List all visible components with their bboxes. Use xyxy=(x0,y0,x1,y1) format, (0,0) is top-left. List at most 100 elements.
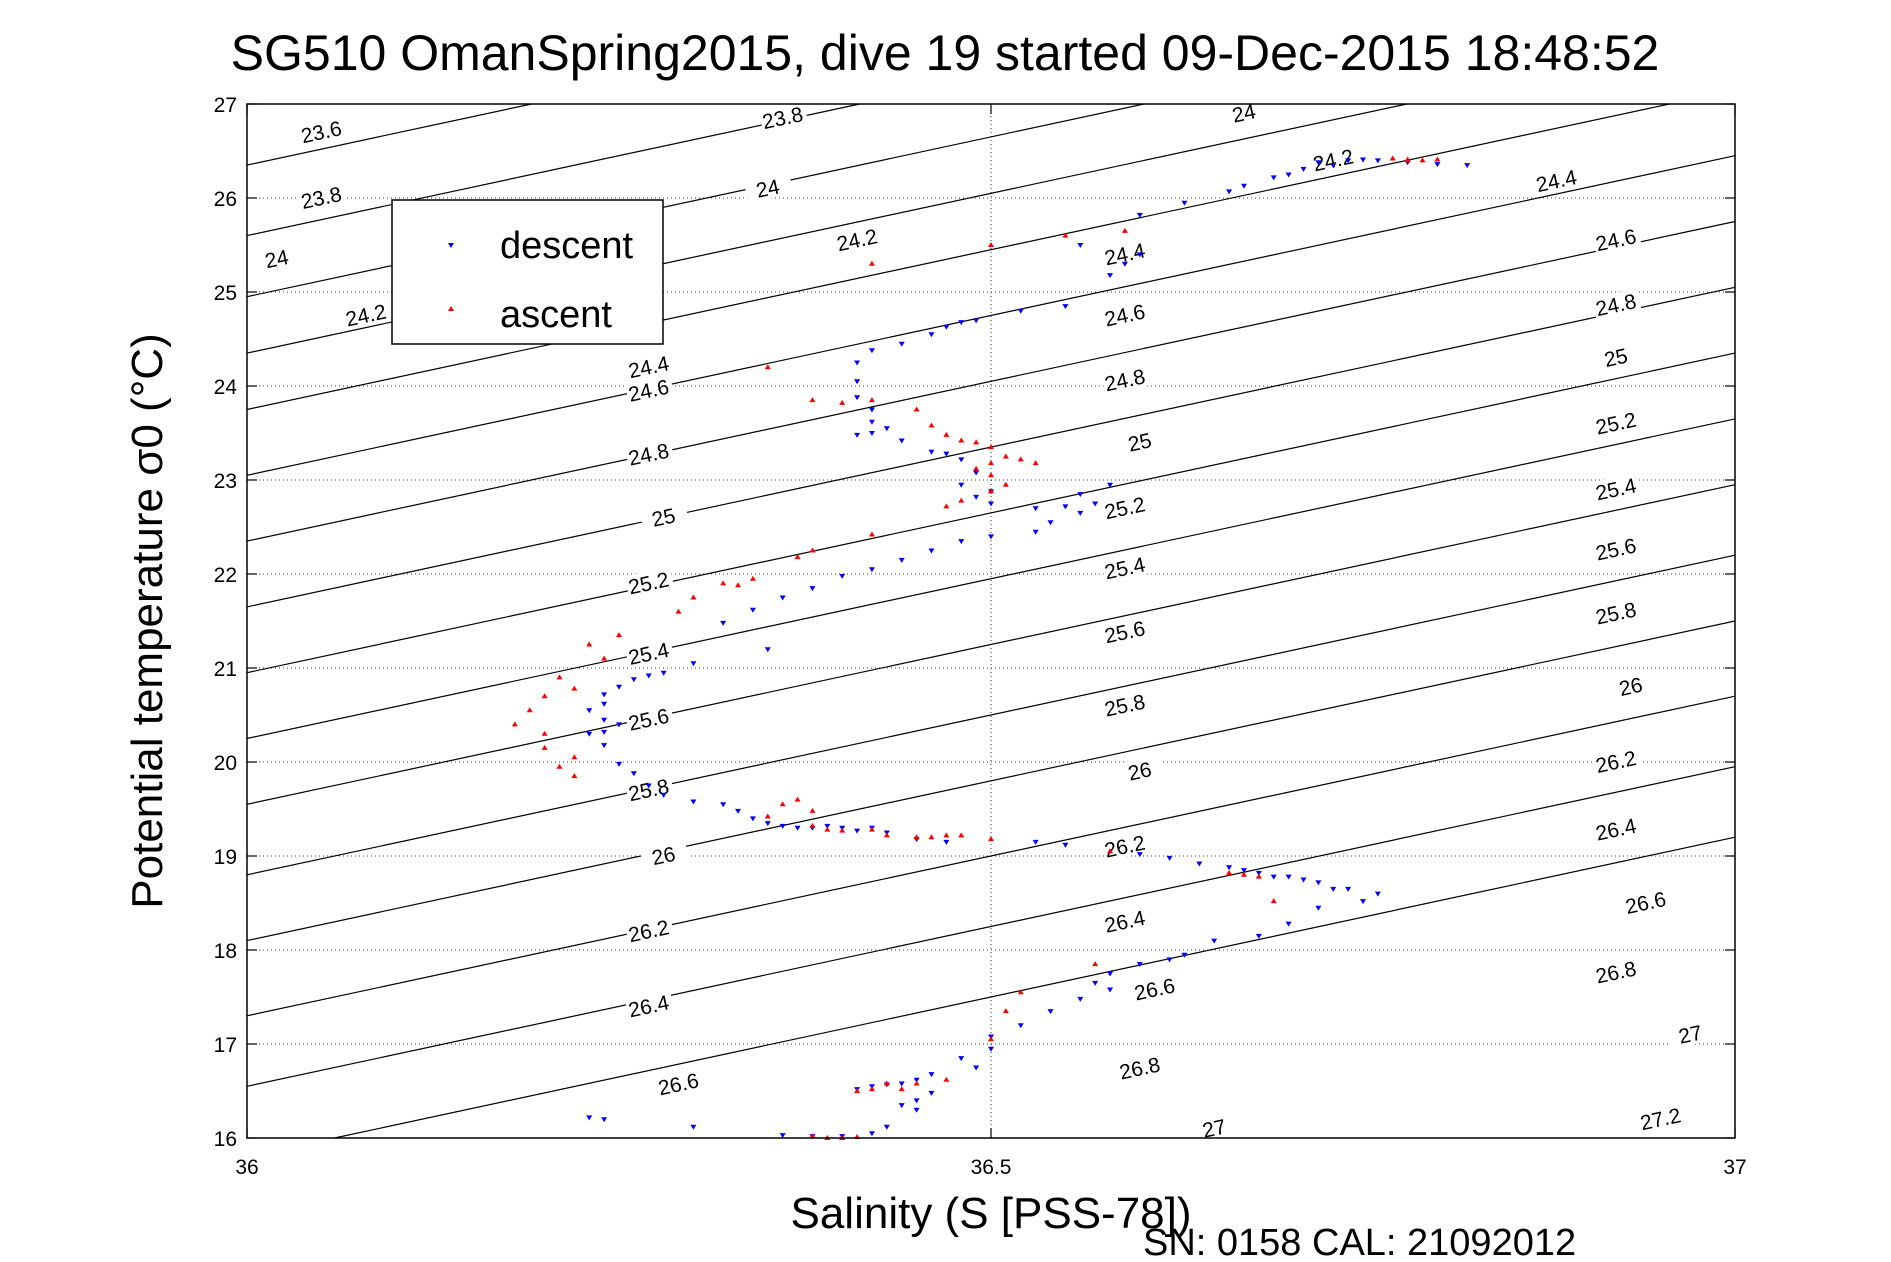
descent-point xyxy=(1107,971,1114,977)
ascent-point xyxy=(541,693,548,699)
ascent-point xyxy=(928,422,935,428)
ascent-point xyxy=(988,460,994,466)
ascent-point xyxy=(675,608,682,614)
ascent-point xyxy=(809,822,816,828)
descent-point xyxy=(1330,886,1337,892)
descent-point xyxy=(1360,157,1366,163)
descent-point xyxy=(958,320,965,326)
descent-point xyxy=(898,341,905,347)
contour-label: 25.8 xyxy=(626,775,671,806)
contour-label: 26.6 xyxy=(1132,974,1177,1005)
descent-point xyxy=(1434,162,1441,168)
contour-label-bg xyxy=(1591,223,1642,255)
descent-point xyxy=(1107,273,1114,279)
contour-label: 24 xyxy=(263,246,291,273)
descent-point xyxy=(1345,158,1352,164)
ascent-point xyxy=(1092,961,1099,967)
contour-label-bg xyxy=(1100,363,1151,395)
x-tick-label: 36.5 xyxy=(971,1156,1012,1179)
descent-point xyxy=(1077,510,1084,516)
y-tick-label: 18 xyxy=(214,940,237,963)
descent-point xyxy=(988,1046,994,1052)
descent-point xyxy=(1255,933,1262,939)
contour-label: 26.8 xyxy=(1118,1053,1163,1084)
ascent-point xyxy=(571,685,578,691)
contour-label: 23.8 xyxy=(760,103,805,134)
contour-label-bg xyxy=(1100,237,1151,269)
ascent-point xyxy=(913,406,920,412)
descent-point xyxy=(601,729,608,735)
descent-point xyxy=(1315,160,1322,166)
contour-label: 24.2 xyxy=(835,225,880,256)
ascent-point xyxy=(1032,460,1039,466)
ascent-point xyxy=(556,763,563,769)
descent-point xyxy=(898,438,905,444)
contour-label: 25 xyxy=(1126,429,1154,456)
contour-label: 24.8 xyxy=(626,440,671,471)
contour-label-bg xyxy=(1591,745,1642,777)
descent-point xyxy=(1285,921,1292,927)
descent-point xyxy=(779,823,786,829)
descent-point xyxy=(630,677,637,683)
contour-label-bg xyxy=(1591,596,1642,628)
ascent-point xyxy=(943,832,950,838)
descent-point xyxy=(601,692,608,698)
descent-point xyxy=(958,1056,965,1062)
descent-point xyxy=(1136,252,1143,258)
contour-label-bg xyxy=(1100,298,1151,330)
contour-line xyxy=(246,103,860,237)
y-tick-label: 16 xyxy=(214,1128,237,1151)
descent-point xyxy=(749,607,756,613)
descent-point xyxy=(1226,189,1233,195)
ascent-point xyxy=(1002,481,1009,487)
contour-label-bg xyxy=(624,773,675,805)
contour-label-bg xyxy=(639,839,690,871)
descent-point xyxy=(913,1077,920,1083)
contour-label-bg xyxy=(624,566,675,598)
descent-point xyxy=(630,771,637,777)
contour-label-bg xyxy=(1100,905,1151,937)
contour-label-bg xyxy=(624,637,675,669)
ascent-point xyxy=(749,575,756,581)
descent-point xyxy=(1047,1009,1054,1015)
contour-label-bg xyxy=(758,101,809,133)
descent-point xyxy=(779,595,786,601)
contour-label-bg xyxy=(1591,472,1642,504)
descent-point xyxy=(854,360,861,366)
contour-label: 26.6 xyxy=(1623,888,1668,919)
legend-box xyxy=(391,199,664,345)
descent-point xyxy=(1017,308,1024,314)
descent-point xyxy=(616,722,622,728)
descent-point xyxy=(958,539,965,545)
descent-point xyxy=(1107,482,1114,488)
contour-label-bg xyxy=(624,914,675,946)
contour-label-bg xyxy=(639,500,690,532)
contour-label-bg xyxy=(1606,670,1657,702)
contour-line xyxy=(246,103,1145,298)
contour-label-bg xyxy=(1115,1051,1166,1083)
descent-point xyxy=(690,661,697,667)
descent-point xyxy=(601,1117,608,1123)
contour-label: 25.2 xyxy=(1103,493,1148,524)
ascent-point xyxy=(571,754,578,760)
contour-label: 25.4 xyxy=(1103,553,1148,584)
contour-label-bg xyxy=(1309,143,1359,175)
descent-point xyxy=(1062,304,1069,310)
contour-label: 25 xyxy=(1602,345,1630,372)
ascent-point xyxy=(868,826,875,832)
descent-point xyxy=(1077,492,1084,498)
x-axis-ticks: 36 36.5 37 xyxy=(235,104,1747,1179)
contour-line xyxy=(246,695,1736,1017)
ascent-point xyxy=(1062,232,1069,238)
contour-label: 25.6 xyxy=(626,705,671,736)
grid xyxy=(247,104,1735,1138)
ascent-point xyxy=(883,832,890,838)
descent-point xyxy=(645,673,652,679)
ascent-point xyxy=(511,721,518,727)
ascent-point xyxy=(616,632,622,638)
ascent-point xyxy=(586,641,593,647)
contour-label-bg xyxy=(624,373,675,406)
descent-point xyxy=(1285,874,1292,880)
y-tick-label: 21 xyxy=(214,658,237,681)
